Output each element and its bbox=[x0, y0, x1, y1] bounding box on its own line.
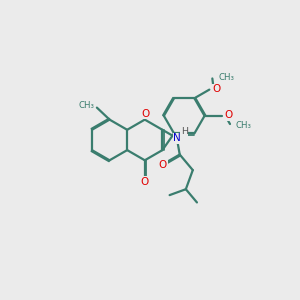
Text: O: O bbox=[159, 160, 167, 170]
Text: CH₃: CH₃ bbox=[218, 73, 234, 82]
Text: O: O bbox=[142, 109, 150, 119]
Text: O: O bbox=[141, 177, 149, 187]
Text: CH₃: CH₃ bbox=[78, 101, 94, 110]
Text: O: O bbox=[212, 84, 220, 94]
Text: N: N bbox=[173, 133, 181, 143]
Text: H: H bbox=[181, 127, 188, 136]
Text: O: O bbox=[225, 110, 233, 120]
Text: CH₃: CH₃ bbox=[236, 121, 252, 130]
